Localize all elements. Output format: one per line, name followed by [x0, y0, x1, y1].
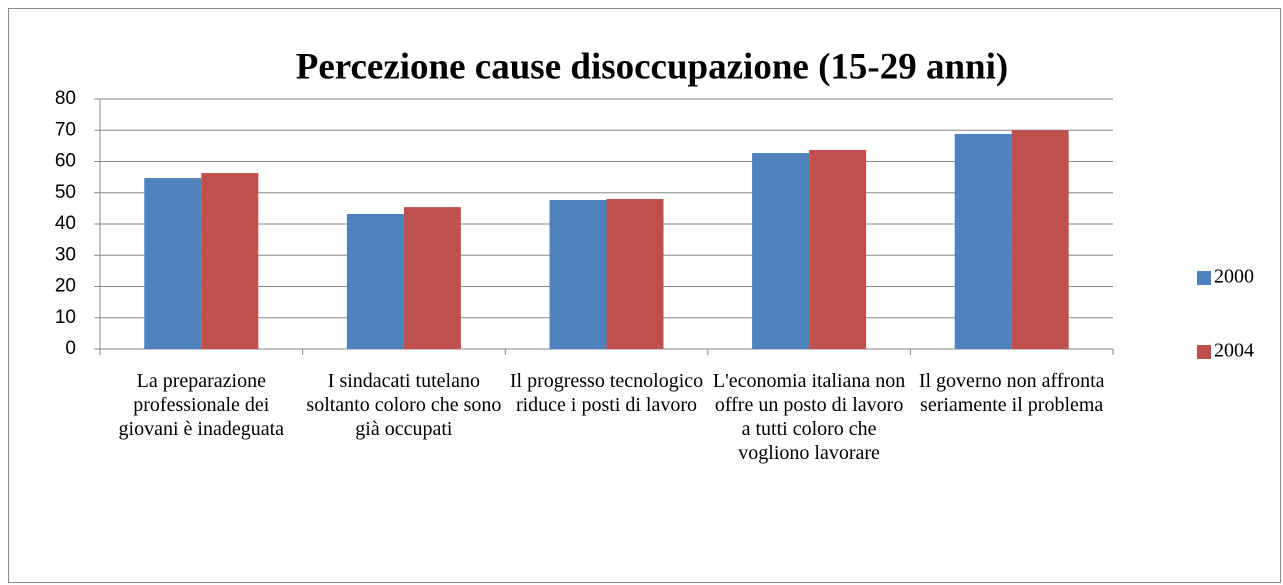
bar	[752, 153, 810, 349]
y-tick-label: 10	[55, 307, 76, 328]
x-tick-label: L'economia italiana non offre un posto d…	[712, 370, 906, 464]
x-tick-label: Il progresso tecnologico riduce i posti …	[509, 370, 704, 416]
y-tick-label: 80	[55, 88, 76, 109]
legend-label: 2000	[1214, 266, 1254, 288]
y-tick-label: 50	[55, 182, 76, 203]
x-tick-label: Il governo non affronta seriamente il pr…	[918, 370, 1105, 416]
bar	[809, 149, 867, 349]
bar	[403, 207, 461, 349]
bar	[606, 199, 664, 349]
y-tick-label: 30	[55, 244, 76, 265]
legend-label: 2004	[1214, 340, 1254, 362]
x-tick-label: La preparazione professionale dei giovan…	[118, 370, 285, 440]
legend-swatch	[1197, 271, 1211, 285]
y-tick-label: 40	[55, 213, 76, 234]
legend-swatch	[1197, 345, 1211, 359]
bar	[954, 134, 1012, 349]
bar	[1011, 130, 1069, 349]
bar	[346, 214, 404, 349]
y-tick-label: 70	[55, 119, 76, 140]
x-tick-label: I sindacati tutelano soltanto coloro che…	[306, 370, 502, 440]
y-tick-label: 60	[55, 151, 76, 172]
y-tick-label: 20	[55, 276, 76, 297]
bar	[549, 199, 607, 349]
chart-title: Percezione cause disoccupazione (15-29 a…	[296, 46, 1009, 87]
y-tick-label: 0	[65, 338, 76, 359]
bar	[201, 173, 259, 349]
bar	[144, 178, 202, 349]
